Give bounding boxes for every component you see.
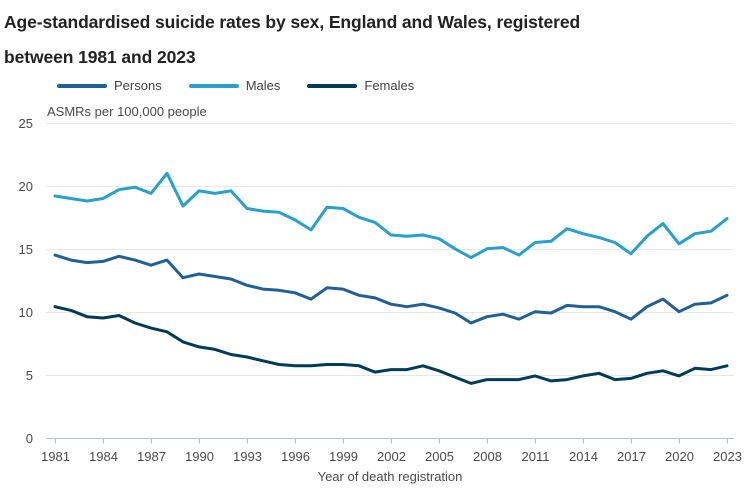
x-axis-tick-label: 2017 [617,449,646,464]
x-axis-tick-label: 1999 [329,449,358,464]
series-line-females [53,305,729,385]
x-axis-tick-label: 2011 [522,449,550,464]
y-axis-tick-label: 10 [19,305,33,320]
x-axis-tick-label: 1987 [137,449,166,464]
legend-item-males: Males [188,78,281,93]
x-axis-tick-label: 2008 [473,449,502,464]
x-axis-tick-label: 2014 [569,449,598,464]
x-axis-tick-label: 2005 [425,449,454,464]
series-line-persons [53,253,729,325]
chart-legend: Persons Males Females [57,78,414,93]
males-line-swatch-icon [188,83,239,88]
y-axis-tick-label: 25 [19,116,33,131]
y-axis-tick-label: 20 [19,179,33,194]
x-axis-tick-label: 1984 [89,449,118,464]
y-axis-tick-label: 0 [26,431,33,446]
legend-label-persons: Persons [114,78,162,93]
chart-title: Age-standardised suicide rates by sex, E… [4,5,580,75]
x-axis-tick-label: 1981 [41,449,70,464]
y-axis-tick-label: 5 [26,368,33,383]
legend-item-persons: Persons [57,78,162,93]
x-axis-tick-label: 1990 [185,449,214,464]
x-axis-tick-label: 1996 [281,449,310,464]
y-axis-tick-label: 15 [19,242,33,257]
females-line-swatch-icon [307,83,358,88]
legend-item-females: Females [307,78,414,93]
x-axis-tick-label: 1993 [233,449,262,464]
x-axis-tick-label: 2023 [713,449,742,464]
y-axis-unit-label: ASMRs per 100,000 people [47,104,207,119]
x-axis-tick-label: 2020 [665,449,694,464]
chart-title-line-1: Age-standardised suicide rates by sex, E… [4,12,581,32]
chart-title-line-2: between 1981 and 2023 [4,47,196,67]
legend-label-males: Males [245,78,281,93]
series-line-males [53,171,729,260]
x-axis-tick-label: 2002 [377,449,406,464]
legend-label-females: Females [364,78,415,93]
persons-line-swatch-icon [57,83,107,88]
x-axis-title: Year of death registration [318,469,463,484]
